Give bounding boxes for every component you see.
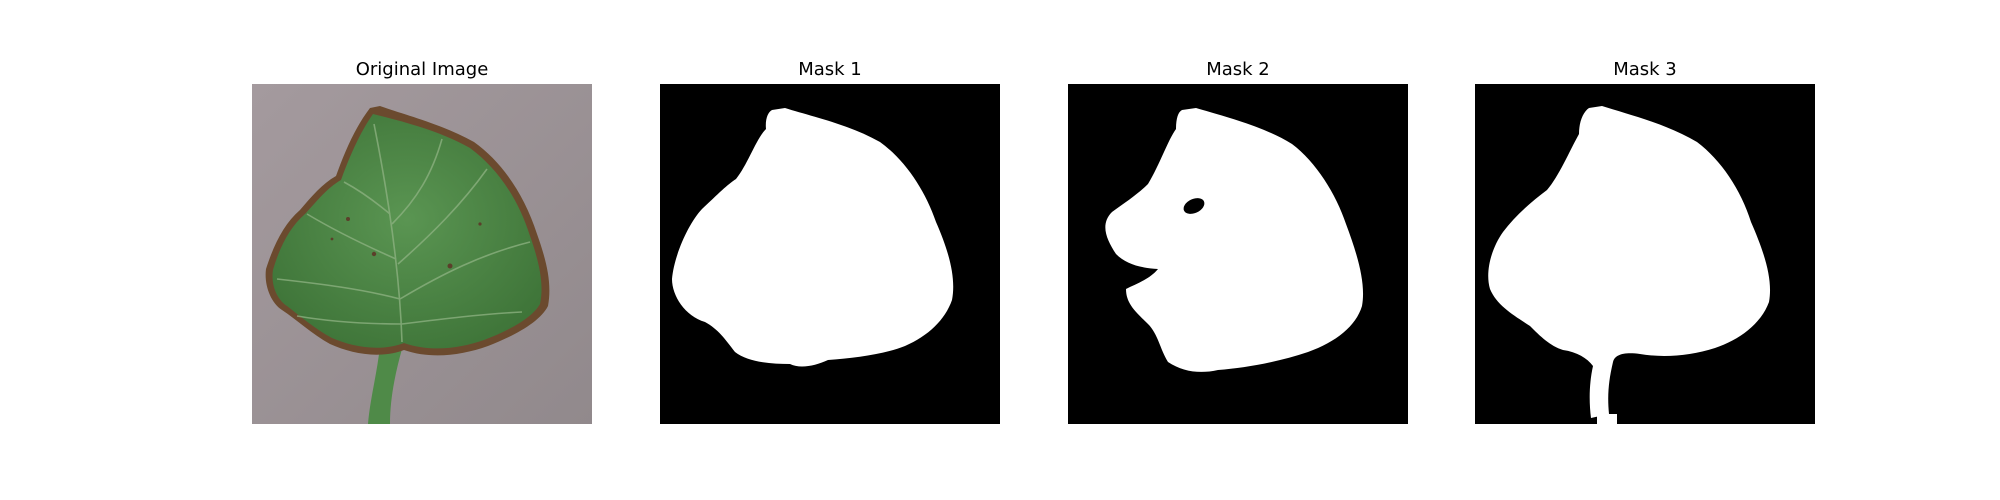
mask-shape	[672, 108, 954, 367]
leaf-veins	[276, 123, 531, 343]
leaf-spots	[330, 217, 482, 269]
panel-title: Mask 2	[1206, 59, 1270, 80]
mask-shape	[1105, 108, 1364, 372]
panel-title: Mask 1	[798, 59, 862, 80]
mask-1-image	[660, 84, 1000, 424]
mask-2-image	[1068, 84, 1408, 424]
panel-title: Original Image	[355, 59, 489, 80]
mask-3-image	[1475, 84, 1815, 424]
mask-stem-base	[1597, 414, 1617, 424]
leaf-stem	[368, 346, 402, 424]
panel-title: Mask 3	[1613, 59, 1677, 80]
leaf-blade	[272, 114, 542, 349]
original-leaf-photo	[252, 84, 592, 424]
mask-shape	[1488, 106, 1771, 418]
mask-hole	[1183, 198, 1205, 214]
